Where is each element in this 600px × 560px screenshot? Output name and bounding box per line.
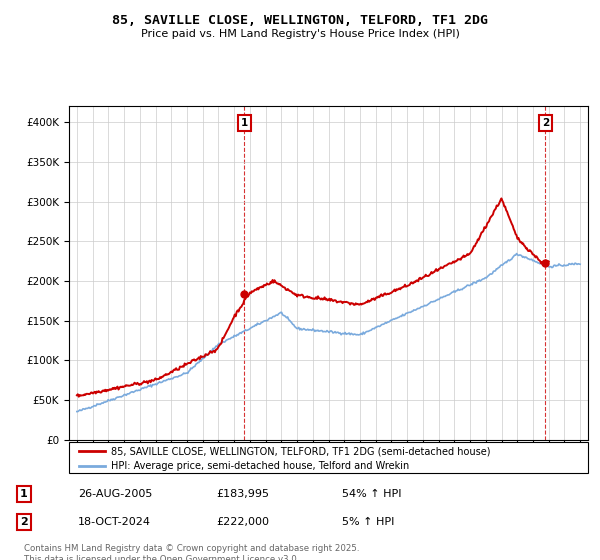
Text: £183,995: £183,995 [216,489,269,499]
Text: Contains HM Land Registry data © Crown copyright and database right 2025.
This d: Contains HM Land Registry data © Crown c… [24,544,359,560]
Text: 18-OCT-2024: 18-OCT-2024 [78,517,151,527]
Text: 2: 2 [20,517,28,527]
Text: 1: 1 [20,489,28,499]
Text: Price paid vs. HM Land Registry's House Price Index (HPI): Price paid vs. HM Land Registry's House … [140,29,460,39]
Text: 26-AUG-2005: 26-AUG-2005 [78,489,152,499]
Text: 85, SAVILLE CLOSE, WELLINGTON, TELFORD, TF1 2DG (semi-detached house): 85, SAVILLE CLOSE, WELLINGTON, TELFORD, … [110,446,490,456]
Text: £222,000: £222,000 [216,517,269,527]
Text: 2: 2 [542,118,549,128]
Text: 85, SAVILLE CLOSE, WELLINGTON, TELFORD, TF1 2DG: 85, SAVILLE CLOSE, WELLINGTON, TELFORD, … [112,14,488,27]
Text: 1: 1 [241,118,248,128]
Text: 5% ↑ HPI: 5% ↑ HPI [342,517,394,527]
Text: 54% ↑ HPI: 54% ↑ HPI [342,489,401,499]
Text: HPI: Average price, semi-detached house, Telford and Wrekin: HPI: Average price, semi-detached house,… [110,461,409,472]
FancyBboxPatch shape [69,442,588,473]
